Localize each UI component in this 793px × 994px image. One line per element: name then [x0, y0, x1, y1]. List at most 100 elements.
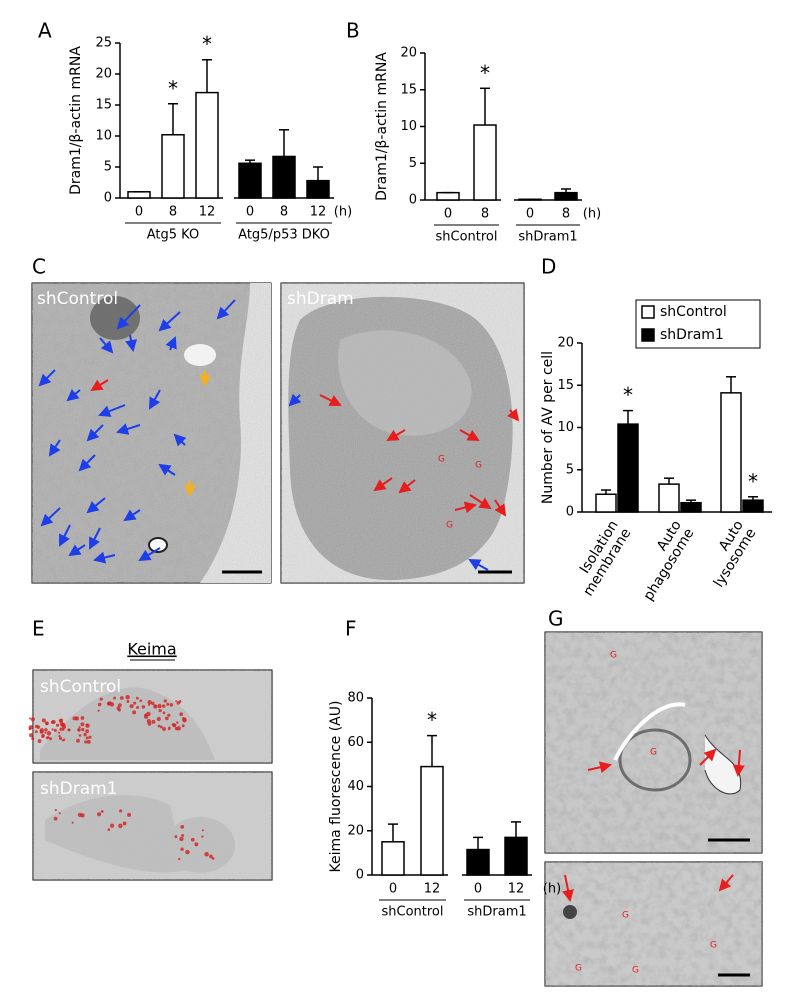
fluorescence-dot [122, 821, 127, 826]
legend-label: shControl [660, 304, 727, 320]
fluorescence-dot [172, 723, 177, 728]
group-label: shDram1 [467, 905, 526, 920]
panel-label: B [346, 19, 360, 43]
error-bar [388, 823, 398, 842]
fluorescence-dot [96, 812, 102, 817]
x-tick-label: 8 [481, 207, 489, 222]
fluorescence-dot [107, 828, 111, 832]
fluorescence-dot [53, 816, 58, 821]
micrograph: G G G G [544, 861, 763, 987]
arrow [99, 337, 114, 354]
bar [595, 493, 617, 513]
arrow [116, 304, 141, 330]
y-tick-label: 5 [104, 160, 112, 175]
fluorescence-dot [80, 722, 85, 727]
g-label: G [650, 748, 657, 758]
y-tick-label: 0 [566, 505, 574, 520]
error-bar [601, 489, 611, 495]
x-tick-label: 12 [424, 882, 441, 897]
fluorescence-dot [81, 727, 85, 732]
fluorescence-dot [88, 735, 92, 739]
fluorescence-dot [147, 699, 152, 705]
significance-mark: * [427, 708, 437, 732]
fluorescence-dot [179, 836, 184, 842]
legend-swatch [641, 328, 655, 342]
x-tick-label: 12 [199, 205, 216, 220]
error-bar [686, 499, 696, 503]
y-tick-label: 20 [95, 67, 112, 82]
arrow [718, 874, 734, 892]
bar [272, 155, 296, 199]
y-tick-label: 10 [95, 129, 112, 144]
y-tick-label: 10 [557, 420, 574, 435]
error-bar [427, 734, 437, 767]
y-tick-label: 0 [409, 193, 417, 208]
fluorescence-dot [78, 726, 81, 729]
fluorescence-dot [37, 739, 42, 743]
fluorescence-dot [83, 732, 87, 737]
y-tick-label: 15 [400, 82, 417, 97]
arrow [469, 494, 492, 510]
arrow [86, 497, 106, 514]
y-tick-label: 0 [356, 868, 364, 883]
significance-mark: * [168, 76, 178, 100]
fluorescence-dot [86, 739, 91, 744]
x-tick-label: 12 [310, 205, 327, 220]
fluorescence-dot [169, 703, 174, 707]
fluorescence-dot [97, 709, 100, 712]
fluorescence-dot [125, 695, 130, 700]
legend-label: shDram1 [660, 327, 724, 343]
y-tick-label: 0 [104, 191, 112, 206]
group-label: Atg5/p53 DKO [238, 228, 330, 243]
fluorescence-dot [204, 851, 209, 857]
fluorescence-dot [85, 736, 89, 740]
error-bar [473, 836, 483, 850]
arrow [319, 394, 342, 406]
fluorescence-dot [61, 723, 66, 728]
fluorescence-dot [174, 726, 179, 731]
significance-mark: * [748, 469, 758, 493]
image-label: shControl [40, 677, 121, 697]
fluorescence-dot [55, 723, 60, 727]
error-bar [748, 496, 758, 501]
fluorescence-dot [167, 713, 171, 717]
fluorescence-dot [28, 725, 33, 730]
y-tick-label: 20 [557, 336, 574, 351]
y-tick-label: 20 [347, 823, 364, 838]
fluorescence-dot [179, 712, 184, 717]
arrow [459, 429, 480, 441]
panel-label: D [541, 255, 556, 279]
arrow [468, 559, 489, 571]
fluorescence-dot [181, 834, 185, 837]
y-axis-label: Dram1/β-actin mRNA [374, 52, 390, 201]
fluorescence-dot [58, 812, 61, 815]
fluorescence-dot [109, 702, 115, 707]
g-label: G [622, 911, 629, 921]
fluorescence-dot [153, 704, 158, 709]
fluorescence-dot [34, 724, 39, 729]
micrograph: shControl [31, 282, 272, 584]
group-label: shControl [381, 905, 443, 920]
fluorescence-dot [67, 728, 71, 732]
fluorescence-dot [162, 726, 166, 731]
y-tick-label: 20 [400, 46, 417, 61]
bar [238, 162, 262, 199]
bar [381, 841, 405, 876]
fluorescence-dot [157, 703, 162, 709]
x-unit: (h) [543, 882, 561, 897]
fluorescence-dot [85, 723, 89, 727]
x-tick-label: 8 [562, 207, 570, 222]
arrow [386, 429, 406, 442]
micrograph: shDram G G G [280, 282, 525, 584]
fluorescence-dot [85, 729, 89, 734]
y-tick-label: 15 [95, 98, 112, 113]
fluorescence-dot [147, 721, 152, 726]
bar [195, 91, 219, 199]
fluorescence-dot [151, 719, 156, 724]
error-bar [623, 409, 633, 425]
fluorescence-dot [39, 728, 45, 733]
y-tick-label: 10 [400, 119, 417, 134]
fluorescence-dot [45, 722, 49, 726]
